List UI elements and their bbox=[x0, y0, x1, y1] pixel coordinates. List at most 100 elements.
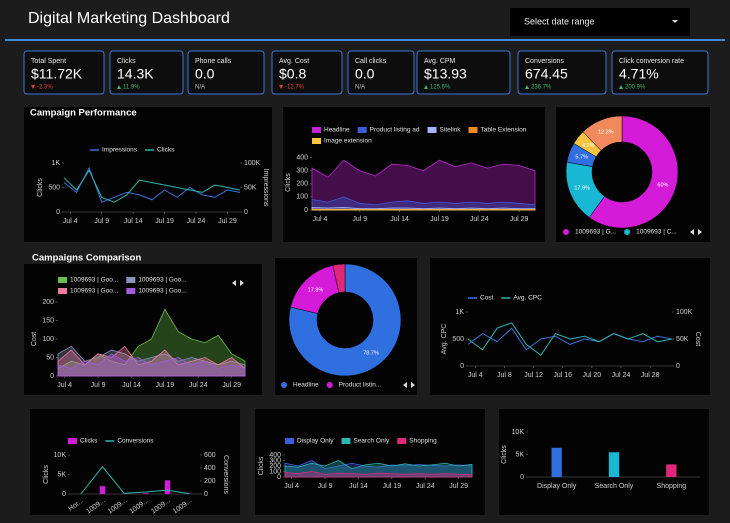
kpi-label: Click conversion rate bbox=[619, 58, 684, 65]
y-tick-label: 500 bbox=[452, 336, 464, 343]
pager-prev[interactable] bbox=[232, 280, 236, 286]
kpi-change: 236.7% bbox=[531, 85, 552, 91]
bar bbox=[551, 447, 562, 477]
y-tick-label: 300 bbox=[296, 168, 308, 175]
y-tick-label: 0 bbox=[50, 373, 54, 380]
area bbox=[57, 353, 246, 377]
area bbox=[311, 196, 536, 211]
y-tick-label: 0 bbox=[520, 474, 524, 481]
legend-label: 1009693 | Goo... bbox=[70, 277, 119, 284]
line bbox=[80, 465, 190, 495]
panel bbox=[255, 409, 485, 515]
x-tick-label: Jul 4 bbox=[468, 372, 483, 379]
kpi-label: Call clicks bbox=[355, 58, 387, 65]
slice-label: 4.2% bbox=[582, 143, 595, 149]
pie-slice bbox=[288, 263, 402, 377]
x-tick-label: Jul 19 bbox=[430, 216, 449, 223]
y-tick-label: 1K bbox=[51, 160, 60, 167]
pager-next[interactable] bbox=[698, 229, 702, 235]
y2-tick-label: 100K bbox=[244, 160, 261, 167]
x-tick-label: Jul 9 bbox=[94, 218, 109, 225]
legend-label: Clicks bbox=[157, 147, 175, 154]
x-tick-label: Jul 14 bbox=[122, 382, 141, 389]
x-tick-label: Jul 9 bbox=[91, 382, 106, 389]
y2-tick-label: 600 bbox=[204, 452, 216, 459]
kpi-change: N/A bbox=[355, 85, 365, 91]
panel-title: Campaign Performance bbox=[30, 108, 137, 119]
slice-label: 17.8% bbox=[308, 288, 324, 294]
bar bbox=[666, 464, 677, 477]
x-tick-label: Jul 24 bbox=[187, 218, 206, 225]
dashboard-title: Digital Marketing Dashboard bbox=[28, 10, 230, 27]
y-tick-label: 200 bbox=[269, 463, 281, 470]
y-tick-label: 200 bbox=[296, 181, 308, 188]
pager-prev[interactable] bbox=[403, 382, 407, 388]
legend-label: Product listing ad bbox=[370, 127, 420, 134]
y-tick-label: 0 bbox=[62, 491, 66, 498]
area bbox=[284, 471, 473, 478]
pager-next[interactable] bbox=[411, 382, 415, 388]
pie-slice bbox=[588, 115, 679, 229]
panel bbox=[24, 264, 262, 395]
y2-tick-label: 50K bbox=[676, 336, 689, 343]
y-tick-label: 100 bbox=[269, 468, 281, 475]
legend-label: Impressions bbox=[102, 147, 138, 154]
y-tick-label: 5K bbox=[515, 451, 524, 458]
kpi-change: 200.9% bbox=[625, 85, 646, 91]
legend-swatch bbox=[126, 288, 136, 294]
y-axis-title: Clicks bbox=[501, 445, 508, 464]
select-caret[interactable] bbox=[672, 20, 678, 23]
area bbox=[311, 159, 536, 211]
panel bbox=[24, 107, 272, 242]
kpi-value: $11.72K bbox=[31, 66, 83, 82]
x-tick-label: Jul 28 bbox=[641, 372, 660, 379]
x-tick-label: Jul 14 bbox=[349, 483, 368, 490]
kpi-value: 14.3K bbox=[117, 66, 154, 82]
y2-tick-label: 400 bbox=[204, 465, 216, 472]
kpi-change: -12.7% bbox=[285, 85, 305, 91]
x-tick-label: Jul 24 bbox=[189, 382, 208, 389]
legend-label: Headline bbox=[293, 382, 319, 389]
kpi-card bbox=[611, 50, 709, 95]
y-tick-label: 5K bbox=[57, 471, 66, 478]
legend-label: 1009693 | Goo... bbox=[70, 288, 119, 295]
legend-label: Clicks bbox=[80, 438, 98, 445]
y-tick-label: 1K bbox=[455, 309, 464, 316]
x-tick-label: Jul 20 bbox=[583, 372, 602, 379]
y-axis-title: Avg. CPC bbox=[441, 324, 448, 355]
date-range-select[interactable]: Select date range bbox=[510, 8, 690, 36]
x-tick-label: Jul 29 bbox=[510, 216, 529, 223]
legend-swatch bbox=[624, 229, 631, 235]
kpi-card bbox=[109, 50, 184, 95]
select-box[interactable] bbox=[510, 8, 690, 36]
kpi-card bbox=[347, 50, 415, 95]
pager-prev[interactable] bbox=[690, 229, 694, 235]
x-tick-label: Jul 29 bbox=[449, 483, 468, 490]
panel bbox=[283, 107, 545, 242]
trend-arrow bbox=[619, 85, 623, 89]
legend-label: Product listin... bbox=[339, 382, 382, 389]
select-label[interactable]: Select date range bbox=[524, 16, 595, 26]
kpi-change: -2.3% bbox=[37, 85, 53, 91]
y-tick-label: 50 bbox=[46, 354, 54, 361]
y-tick-label: 150 bbox=[42, 317, 54, 324]
line bbox=[63, 169, 241, 203]
kpi-label: Avg. CPM bbox=[424, 58, 456, 65]
y2-axis-title: Cost bbox=[694, 332, 701, 346]
pager-next[interactable] bbox=[240, 280, 244, 286]
slice-label: 17.9% bbox=[574, 186, 590, 192]
legend-swatch bbox=[341, 438, 351, 444]
x-tick-label: Jul 4 bbox=[313, 216, 328, 223]
y2-tick-label: 0 bbox=[676, 363, 680, 370]
legend-swatch bbox=[312, 127, 321, 133]
kpi-value: 674.45 bbox=[525, 66, 568, 82]
legend-label: 1009693 | Goo... bbox=[138, 277, 187, 284]
x-tick-label: Jul 29 bbox=[218, 218, 237, 225]
kpi-value: 0.0 bbox=[355, 66, 375, 82]
kpi-label: Phone calls bbox=[195, 58, 232, 65]
y-tick-label: 0 bbox=[277, 474, 281, 481]
kpi-label: Clicks bbox=[117, 58, 136, 65]
x-tick-label: Jul 24 bbox=[416, 483, 435, 490]
y-tick-label: 10K bbox=[54, 452, 67, 459]
x-tick-label: Jul 24 bbox=[612, 372, 631, 379]
